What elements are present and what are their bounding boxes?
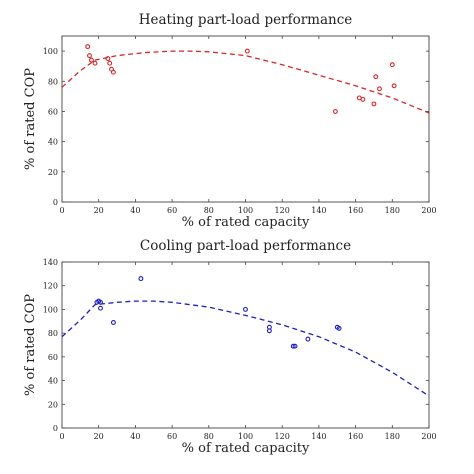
- x-tick-label: 20: [94, 206, 104, 215]
- x-tick-label: 180: [385, 432, 400, 441]
- y-tick-label: 40: [48, 377, 58, 386]
- x-axis-label: % of rated capacity: [182, 215, 310, 230]
- heating-data-point: [373, 74, 379, 80]
- heating-data-point: [244, 48, 250, 54]
- cooling-chart: Cooling part-load performance 0 20 40 60 80 10…: [23, 238, 437, 456]
- heating-data-point: [85, 44, 91, 50]
- heating-data-point: [105, 56, 111, 62]
- cooling-data-point: [305, 336, 311, 342]
- cooling-data-point: [336, 325, 342, 331]
- x-tick-label: 100: [238, 432, 253, 441]
- cooling-data-point: [290, 343, 296, 349]
- heating-data-point: [88, 57, 94, 63]
- heating-data-point: [377, 86, 382, 92]
- y-tick-label: 60: [48, 353, 58, 362]
- x-tick-label: 60: [167, 432, 177, 441]
- chart-title: Heating part-load performance: [139, 12, 353, 28]
- heating-data-point: [332, 109, 338, 114]
- heating-data-point: [360, 96, 366, 102]
- y-tick-label: 20: [48, 400, 58, 409]
- x-tick-label: 140: [311, 206, 326, 215]
- y-tick-label: 100: [43, 305, 58, 314]
- x-tick-label: 100: [238, 206, 253, 215]
- y-axis-label: % of rated COP: [23, 68, 38, 170]
- y-axis-label: % of rated COP: [23, 294, 38, 396]
- y-tick-label: 80: [48, 329, 58, 338]
- heating-data-point: [107, 60, 113, 66]
- x-tick-label: 60: [167, 206, 177, 215]
- heating-data-point: [371, 101, 377, 107]
- x-tick-label: 140: [311, 432, 326, 441]
- y-tick-label: 60: [48, 107, 58, 116]
- x-tick-label: 180: [385, 206, 400, 215]
- heating-data-point: [92, 60, 98, 66]
- x-tick-label: 40: [130, 432, 140, 441]
- x-tick-label: 20: [94, 432, 104, 441]
- heating-data-point: [110, 69, 116, 75]
- cooling-fit-curve: [61, 300, 430, 397]
- cooling-data-point: [292, 343, 298, 349]
- x-tick-label: 200: [421, 432, 436, 441]
- x-tick-label: 0: [59, 432, 64, 441]
- y-tick-label: 0: [53, 424, 58, 433]
- heating-chart: Heating part-load performance 0 20 40 60 80 10…: [23, 12, 437, 230]
- heating-data-point: [391, 83, 397, 89]
- y-tick-label: 20: [48, 168, 58, 177]
- cooling-data-point: [110, 320, 116, 325]
- cooling-data-point: [138, 276, 144, 282]
- y-tick-label: 100: [43, 47, 58, 56]
- y-tick-label: 120: [43, 282, 58, 291]
- cooling-data-point: [98, 305, 103, 311]
- cooling-data-point: [266, 328, 272, 334]
- y-tick-label: 80: [48, 77, 58, 86]
- x-tick-label: 160: [348, 432, 363, 441]
- x-tick-label: 40: [130, 206, 140, 215]
- plot-frame: [61, 261, 430, 429]
- x-tick-label: 120: [275, 432, 290, 441]
- heating-fit-curve: [61, 50, 430, 114]
- y-tick-label: 0: [53, 198, 58, 207]
- x-tick-label: 80: [204, 432, 214, 441]
- cooling-data-point: [243, 306, 248, 312]
- heating-data-point: [87, 53, 92, 59]
- y-tick-label: 40: [48, 138, 58, 147]
- x-tick-label: 200: [421, 206, 436, 215]
- y-tick-label: 140: [43, 258, 58, 267]
- x-tick-label: 120: [275, 206, 290, 215]
- x-axis-label: % of rated capacity: [182, 441, 310, 456]
- x-tick-label: 80: [204, 206, 214, 215]
- plot-frame: [61, 35, 430, 203]
- x-tick-label: 160: [348, 206, 363, 215]
- heating-data-point: [389, 62, 395, 68]
- chart-title: Cooling part-load performance: [140, 238, 351, 254]
- x-tick-label: 0: [59, 206, 64, 215]
